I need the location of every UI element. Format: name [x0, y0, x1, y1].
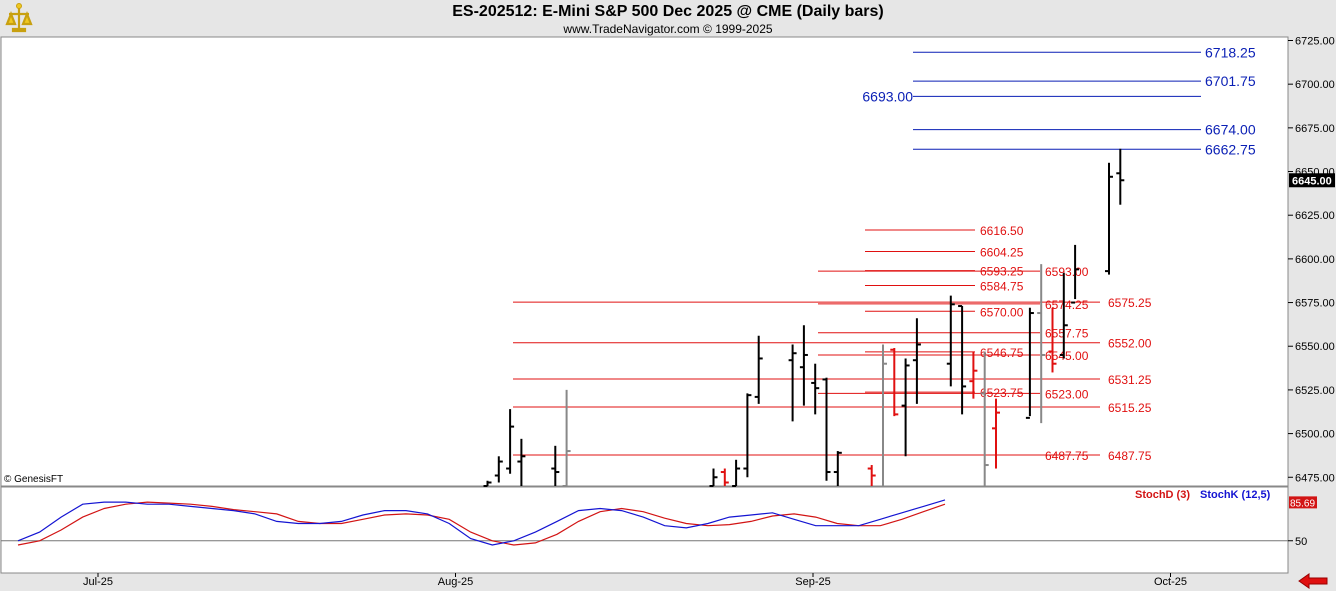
red-level-mid-label: 6574.25 [1045, 298, 1089, 312]
y-tick-label: 6700.00 [1295, 79, 1335, 91]
y-tick-label: 6500.00 [1295, 429, 1335, 441]
ohlc-bar [811, 363, 820, 415]
ohlc-bar [833, 451, 842, 486]
ohlc-bar [882, 344, 887, 486]
trade-navigator-logo [5, 3, 33, 33]
ohlc-bar [980, 351, 989, 486]
blue-level-label: 6693.00 [862, 88, 913, 104]
x-tick-label: Oct-25 [1154, 576, 1187, 588]
y-tick-label: 6725.00 [1295, 35, 1335, 47]
page-subtitle: www.TradeNavigator.com © 1999-2025 [563, 22, 773, 36]
red-level-outer-label: 6531.25 [1108, 373, 1152, 387]
ohlc-bar [517, 438, 526, 486]
stoch-series-line [17, 499, 946, 546]
ohlc-bar [562, 389, 571, 487]
y-tick-label: 6525.00 [1295, 385, 1335, 397]
ohlc-bar [494, 456, 503, 483]
last-price-tag [1289, 173, 1335, 188]
ohlc-bar [1048, 307, 1057, 373]
red-level-inner-label: 6546.75 [980, 346, 1024, 360]
ohlc-bar [1059, 272, 1068, 359]
ohlc-bar [1071, 244, 1080, 304]
y-tick-label: 6625.00 [1295, 210, 1335, 222]
ohlc-bar [969, 351, 978, 399]
red-level-outer-label: 6515.25 [1108, 401, 1152, 415]
ohlc-bar [946, 295, 955, 387]
back-arrow-icon[interactable] [1298, 573, 1328, 589]
red-level-mid-label: 6545.00 [1045, 349, 1089, 363]
last-price-label: 6645.00 [1292, 175, 1332, 187]
red-level-outer-label: 6575.25 [1108, 296, 1152, 310]
stochastic-panel [0, 486, 1289, 574]
red-level-inner-label: 6604.25 [980, 245, 1024, 259]
ohlc-bar [822, 377, 831, 481]
ohlc-bar [1116, 148, 1125, 205]
y-tick-label: 6550.00 [1295, 341, 1335, 353]
ohlc-bar [732, 459, 741, 487]
ohlc-bar [901, 358, 910, 457]
red-level-inner-label: 6570.00 [980, 305, 1024, 319]
red-level-outer-label: 6552.00 [1108, 337, 1152, 351]
y-tick-label: 6600.00 [1295, 254, 1335, 266]
ohlc-bar [799, 325, 808, 406]
stoch-series-line [17, 501, 946, 546]
stoch-value-tag [1289, 496, 1317, 509]
red-level-inner-label: 6593.25 [980, 265, 1024, 279]
ohlc-bar [1025, 307, 1034, 419]
red-level-mid-label: 6557.75 [1045, 327, 1089, 341]
stoch-value-label: 85.69 [1290, 498, 1315, 509]
blue-level-label: 6701.75 [1205, 73, 1256, 89]
copyright-label: © GenesisFT [4, 474, 64, 485]
x-tick-label: Aug-25 [438, 576, 473, 588]
ohlc-bar [1037, 264, 1046, 424]
price-panel [0, 36, 1289, 487]
red-level-inner-label: 6616.50 [980, 224, 1024, 238]
blue-level-label: 6718.25 [1205, 44, 1256, 60]
ohlc-bar [743, 393, 752, 478]
page-title: ES-202512: E-Mini S&P 500 Dec 2025 @ CME… [452, 3, 884, 20]
ohlc-bar [890, 347, 899, 417]
red-level-mid-label: 6593.00 [1045, 265, 1089, 279]
ohlc-bar [992, 398, 1000, 469]
ohlc-bar [720, 468, 729, 486]
ohlc-bar [912, 318, 921, 404]
x-tick-label: Jul-25 [83, 576, 113, 588]
legend-entry: StochD (3) [1135, 489, 1190, 501]
ohlc-bar [754, 335, 763, 404]
ohlc-bar [709, 468, 718, 487]
ohlc-bar [1105, 162, 1113, 275]
red-level-mid-label: 6487.75 [1045, 449, 1089, 463]
y-tick-label: 6675.00 [1295, 123, 1335, 135]
ohlc-bar [867, 465, 876, 486]
red-level-outer-label: 6487.75 [1108, 449, 1152, 463]
legend-entry: StochK (12,5) [1200, 489, 1271, 501]
ohlc-bar [506, 409, 515, 474]
ohlc-bar [788, 344, 797, 422]
y-tick-label: 6475.00 [1295, 472, 1335, 484]
red-level-mid-label: 6523.00 [1045, 387, 1089, 401]
blue-level-label: 6662.75 [1205, 141, 1256, 157]
ohlc-bar [958, 305, 967, 415]
ohlc-bar [483, 480, 492, 487]
red-level-inner-label: 6584.75 [980, 280, 1024, 294]
red-level-inner-label: 6523.75 [980, 386, 1024, 400]
stoch-tick-label: 50 [1295, 536, 1307, 548]
blue-level-label: 6674.00 [1205, 122, 1256, 138]
y-tick-label: 6575.00 [1295, 298, 1335, 310]
x-tick-label: Sep-25 [795, 576, 830, 588]
ohlc-bar [551, 445, 560, 486]
